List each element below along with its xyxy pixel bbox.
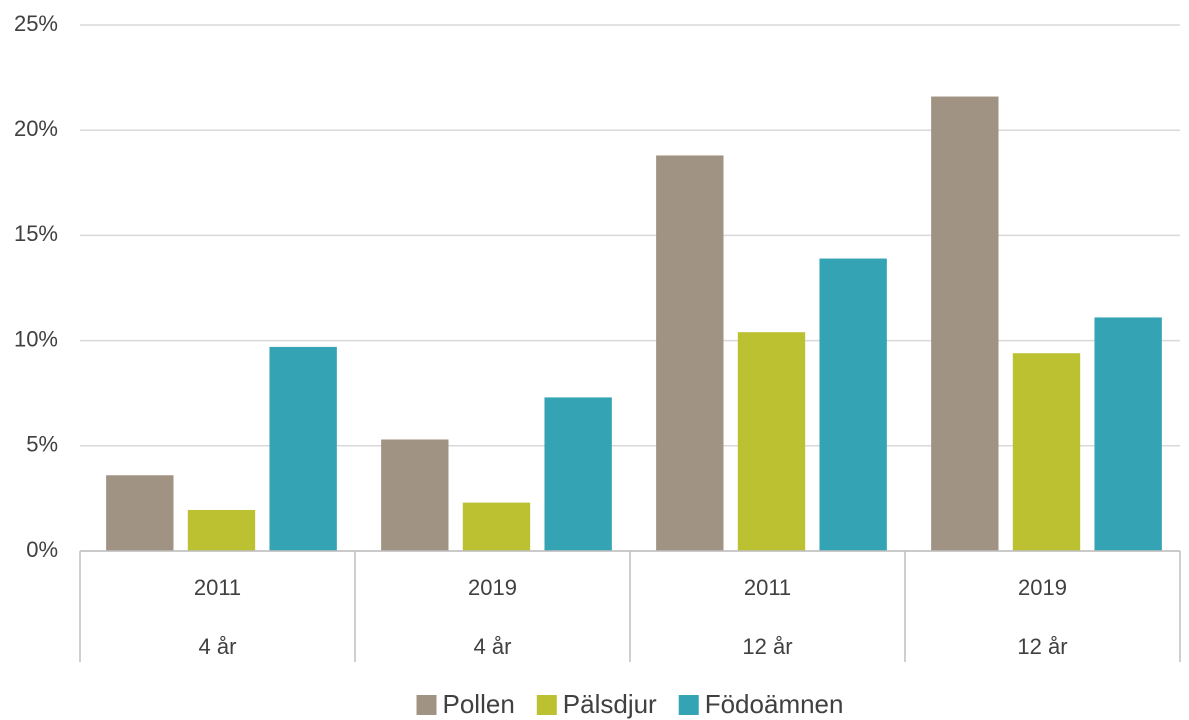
bar — [269, 346, 337, 551]
x-tick-label: 2019 — [468, 575, 517, 600]
y-tick-label: 20% — [14, 116, 58, 141]
bar — [106, 475, 174, 551]
y-tick-label: 10% — [14, 326, 58, 351]
x-group-label: 4 år — [474, 634, 512, 659]
legend-label: Pollen — [443, 689, 515, 719]
bar — [187, 509, 256, 551]
bar — [462, 502, 531, 551]
x-group-label: 12 år — [1017, 634, 1067, 659]
y-tick-label: 25% — [14, 11, 58, 36]
legend-label: Födoämnen — [705, 689, 844, 719]
x-tick-label: 2011 — [194, 575, 241, 600]
bar — [819, 258, 887, 551]
bar — [1012, 353, 1081, 551]
bar — [656, 155, 724, 551]
bar — [381, 439, 449, 551]
legend-swatch — [536, 695, 557, 715]
bar — [737, 332, 806, 551]
x-tick-label: 2011 — [744, 575, 791, 600]
bar — [931, 96, 999, 551]
x-tick-label: 2019 — [1018, 575, 1067, 600]
x-group-label: 4 år — [199, 634, 237, 659]
y-tick-label: 15% — [14, 221, 58, 246]
bar — [544, 397, 612, 551]
legend-label: Pälsdjur — [563, 689, 657, 719]
legend-swatch — [416, 695, 437, 715]
y-tick-label: 5% — [26, 432, 58, 457]
legend-swatch — [678, 695, 699, 715]
x-group-label: 12 år — [742, 634, 792, 659]
bar — [1094, 317, 1162, 551]
y-tick-label: 0% — [26, 537, 58, 562]
